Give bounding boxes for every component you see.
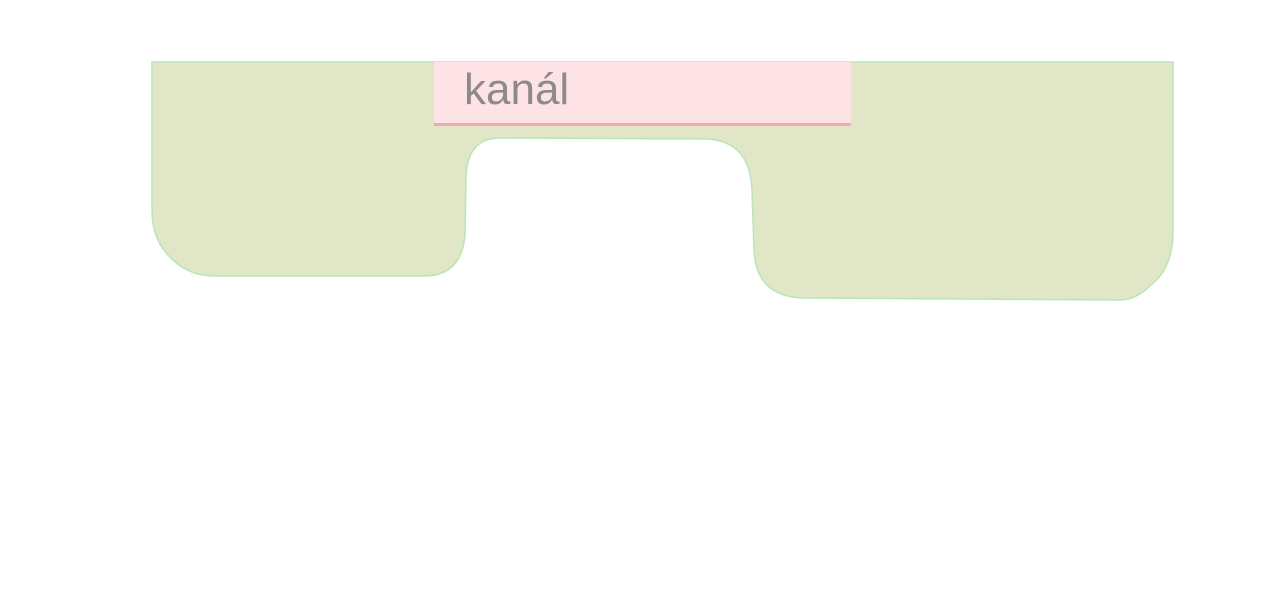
channel-body	[151, 61, 1174, 301]
channel-label-box: kanál	[434, 62, 851, 126]
channel-label: kanál	[464, 65, 570, 114]
